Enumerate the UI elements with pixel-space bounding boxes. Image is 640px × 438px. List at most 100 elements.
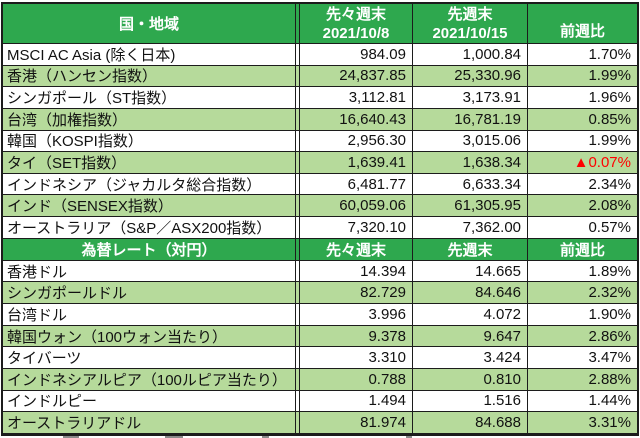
footnote-mark [406, 436, 412, 438]
change-value-cell: 3.47% [528, 347, 637, 369]
table-row: インド（SENSEX指数） 60,059.06 61,305.95 2.08% [3, 195, 637, 218]
spacer-cell [296, 368, 300, 391]
table-row: 台湾（加権指数） 16,640.43 16,781.19 0.85% [3, 108, 637, 131]
prev1-value-cell: 25,330.96 [413, 65, 528, 88]
prev1-value-cell: 1,000.84 [413, 44, 528, 66]
country-cell: タイバーツ [3, 347, 296, 369]
spacer-cell [296, 44, 300, 66]
prev2-value-cell: 16,640.43 [300, 108, 413, 131]
country-cell: 香港（ハンセン指数） [3, 65, 296, 88]
prev1-week-header-line1: 先週末 [447, 5, 493, 23]
prev1-value-cell: 14.665 [413, 260, 528, 283]
change-value-cell: ▲0.07% [528, 152, 637, 174]
prev1-value-cell: 1,638.34 [413, 152, 528, 174]
prev1-value-cell: 16,781.19 [413, 108, 528, 131]
spacer-cell [296, 87, 300, 109]
fx-section-header-row: 為替レート（対円） 先々週末 先週末 前週比 [3, 238, 637, 261]
prev2-value-cell: 2,956.30 [300, 130, 413, 153]
change-value-cell: 1.44% [528, 391, 637, 413]
change-value-cell: 1.99% [528, 131, 637, 153]
change-value-cell: 2.86% [528, 325, 637, 348]
spacer-cell [296, 304, 300, 326]
footnote-fragment [0, 436, 640, 438]
table-row: シンガポールドル 82.729 84.646 2.32% [3, 282, 637, 305]
prev2-value-cell: 3.310 [300, 347, 413, 369]
country-cell: 韓国ウォン（100ウォン当たり） [3, 325, 296, 348]
country-cell: 台湾（加権指数） [3, 108, 296, 131]
table-row: MSCI AC Asia (除く日本) 984.09 1,000.84 1.70% [3, 44, 637, 66]
table-row: 韓国（KOSPI指数） 2,956.30 3,015.06 1.99% [3, 130, 637, 153]
prev1-value-cell: 9.647 [413, 325, 528, 348]
prev1-value-cell: 1.516 [413, 390, 528, 413]
prev2-value-cell: 7,320.10 [300, 217, 413, 239]
table-row: 韓国ウォン（100ウォン当たり） 9.378 9.647 2.86% [3, 325, 637, 348]
country-cell: インドルピー [3, 390, 296, 413]
spacer-cell [296, 173, 300, 196]
country-cell: 香港ドル [3, 260, 296, 283]
prev1-week-header-date: 2021/10/15 [432, 24, 508, 42]
change-value-cell: 0.57% [528, 217, 637, 239]
table-row: インドルピー 1.494 1.516 1.44% [3, 390, 637, 413]
table-row: タイ（SET指数） 1,639.41 1,638.34 ▲0.07% [3, 152, 637, 174]
spacer-cell [296, 260, 300, 283]
spacer-cell [296, 282, 300, 305]
prev2-value-cell: 1.494 [300, 390, 413, 413]
change-value-cell: 2.34% [528, 174, 637, 196]
spacer-cell [296, 108, 300, 131]
change-value-cell: 3.31% [528, 412, 637, 434]
footnote-mark [165, 436, 183, 438]
prev2-week-header-line1: 先々週末 [325, 5, 386, 23]
prev2-week-header-date: 2021/10/8 [322, 24, 390, 42]
spacer-cell [296, 412, 300, 434]
prev2-value-cell: 6,481.77 [300, 173, 413, 196]
index-section-header-row: 国・地域 先々週末 2021/10/8 先週末 2021/10/15 前週比 [3, 4, 637, 44]
spacer-cell [296, 130, 300, 153]
spacer-cell [296, 347, 300, 369]
spacer-column [296, 4, 300, 44]
prev2-value-cell: 9.378 [300, 325, 413, 348]
country-cell: 韓国（KOSPI指数） [3, 130, 296, 153]
prev2-value-cell: 82.729 [300, 282, 413, 305]
fx-rows-container: 香港ドル 14.394 14.665 1.89% シンガポールドル 82.729 84.64… [3, 260, 637, 434]
country-cell: インド（SENSEX指数） [3, 195, 296, 218]
fx-wow-change-header: 前週比 [528, 238, 637, 261]
index-rows-container: MSCI AC Asia (除く日本) 984.09 1,000.84 1.70% 香港… [3, 44, 637, 239]
table-row: インドネシア（ジャカルタ総合指数） 6,481.77 6,633.34 2.34% [3, 173, 637, 196]
country-cell: オーストラリア（S&P／ASX200指数） [3, 217, 296, 239]
change-value-cell: 2.32% [528, 282, 637, 305]
prev1-week-header: 先週末 2021/10/15 [413, 4, 528, 44]
spacer-column [296, 238, 300, 261]
spacer-cell [296, 152, 300, 174]
table-row: 香港ドル 14.394 14.665 1.89% [3, 260, 637, 283]
prev1-value-cell: 84.646 [413, 282, 528, 305]
prev1-value-cell: 0.810 [413, 368, 528, 391]
wow-change-header: 前週比 [528, 4, 637, 44]
country-cell: オーストラリアドル [3, 412, 296, 434]
prev2-value-cell: 60,059.06 [300, 195, 413, 218]
spacer-cell [296, 195, 300, 218]
country-cell: インドネシアルピア（100ルピア当たり） [3, 368, 296, 391]
country-region-header: 国・地域 [3, 4, 296, 44]
country-cell: インドネシア（ジャカルタ総合指数） [3, 173, 296, 196]
table-row: 香港（ハンセン指数） 24,837.85 25,330.96 1.99% [3, 65, 637, 88]
change-value-cell: 1.96% [528, 87, 637, 109]
prev2-value-cell: 0.788 [300, 368, 413, 391]
country-cell: 台湾ドル [3, 304, 296, 326]
prev2-value-cell: 3.996 [300, 304, 413, 326]
prev2-value-cell: 984.09 [300, 44, 413, 66]
prev2-week-header: 先々週末 2021/10/8 [300, 4, 413, 44]
table-row: タイバーツ 3.310 3.424 3.47% [3, 347, 637, 369]
table-row: オーストラリア（S&P／ASX200指数） 7,320.10 7,362.00 0.5… [3, 217, 637, 239]
change-value-cell: 0.85% [528, 108, 637, 131]
prev2-value-cell: 1,639.41 [300, 152, 413, 174]
prev2-value-cell: 24,837.85 [300, 65, 413, 88]
prev1-value-cell: 6,633.34 [413, 173, 528, 196]
country-cell: MSCI AC Asia (除く日本) [3, 44, 296, 66]
prev2-value-cell: 14.394 [300, 260, 413, 283]
prev1-value-cell: 84.688 [413, 412, 528, 434]
prev1-value-cell: 3,015.06 [413, 130, 528, 153]
prev1-value-cell: 3.424 [413, 347, 528, 369]
spacer-cell [296, 65, 300, 88]
prev1-value-cell: 61,305.95 [413, 195, 528, 218]
